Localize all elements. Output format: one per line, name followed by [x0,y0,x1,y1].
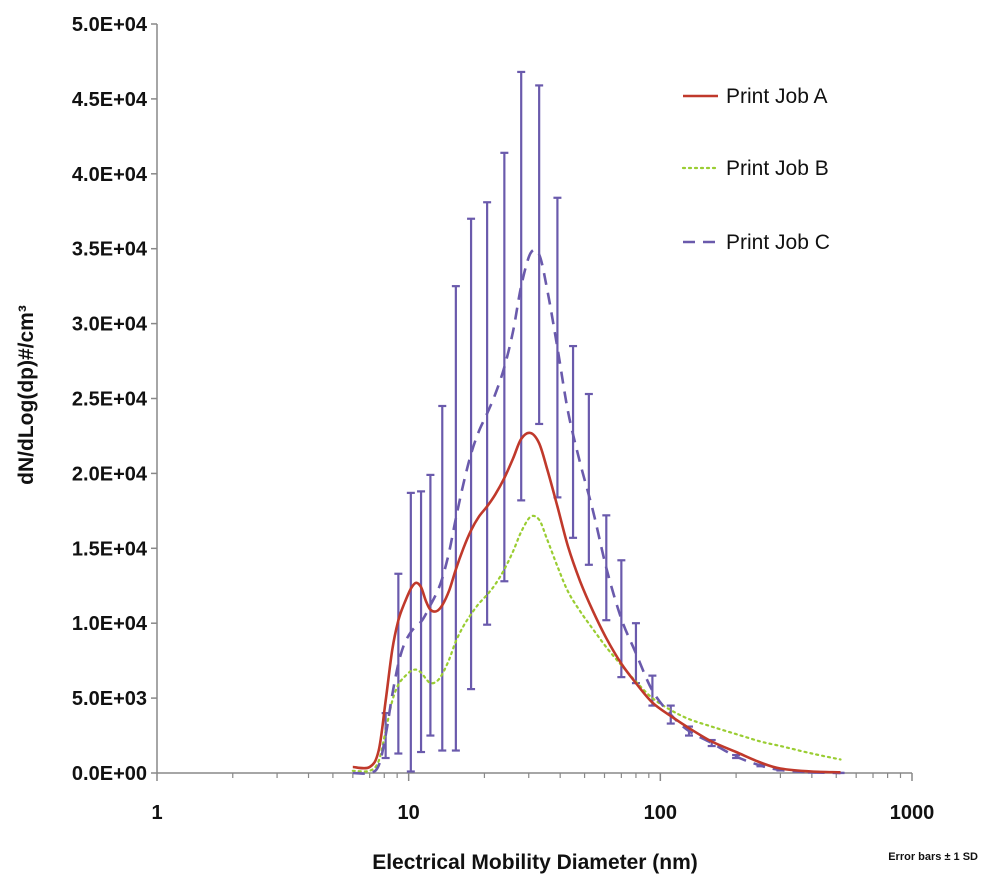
y-tick-label: 2.5E+04 [72,389,148,411]
error-bar [394,574,402,754]
y-axis-label: dN/dLog(dp)#/cm³ [15,305,38,485]
y-tick-label: 3.5E+04 [72,239,148,261]
y-tick-label: 1.0E+04 [72,613,148,635]
x-tick-label: 1000 [890,802,935,824]
y-tick-label: 1.5E+04 [72,538,148,560]
y-tick-label: 5.0E+03 [72,688,147,710]
legend-item-print-job-c: Print Job C [683,231,830,254]
error-bar [553,198,561,498]
y-tick-label: 4.0E+04 [72,164,148,186]
legend-label: Print Job B [726,157,829,180]
error-bar [585,394,593,565]
y-tick-label: 3.0E+04 [72,314,148,336]
x-tick-label: 1 [151,802,162,824]
y-tick-label: 4.5E+04 [72,89,148,111]
y-tick-label: 0.0E+00 [72,763,147,785]
axes: 0.0E+00 5.0E+03 1.0E+04 1.5E+04 2.0E+04 2.5E+… [72,14,934,824]
legend-item-print-job-b: Print Job B [683,157,829,180]
series-line-print-job-b [353,516,841,772]
x-tick-label: 10 [398,802,420,824]
x-axis-label: Electrical Mobility Diameter (nm) [372,851,698,874]
legend-label: Print Job C [726,231,830,254]
error-bar [467,219,475,689]
series-lines [353,250,841,774]
x-tick-label: 100 [644,802,677,824]
legend-item-print-job-a: Print Job A [683,85,828,108]
series-line-print-job-a [353,433,841,772]
y-tick-label: 5.0E+04 [72,14,148,36]
legend-label: Print Job A [726,85,828,108]
y-tick-label: 2.0E+04 [72,463,148,485]
series-line-print-job-c [353,250,841,774]
legend: Print Job A Print Job B Print Job C [683,85,830,254]
error-bar-note: Error bars ± 1 SD [888,851,978,863]
